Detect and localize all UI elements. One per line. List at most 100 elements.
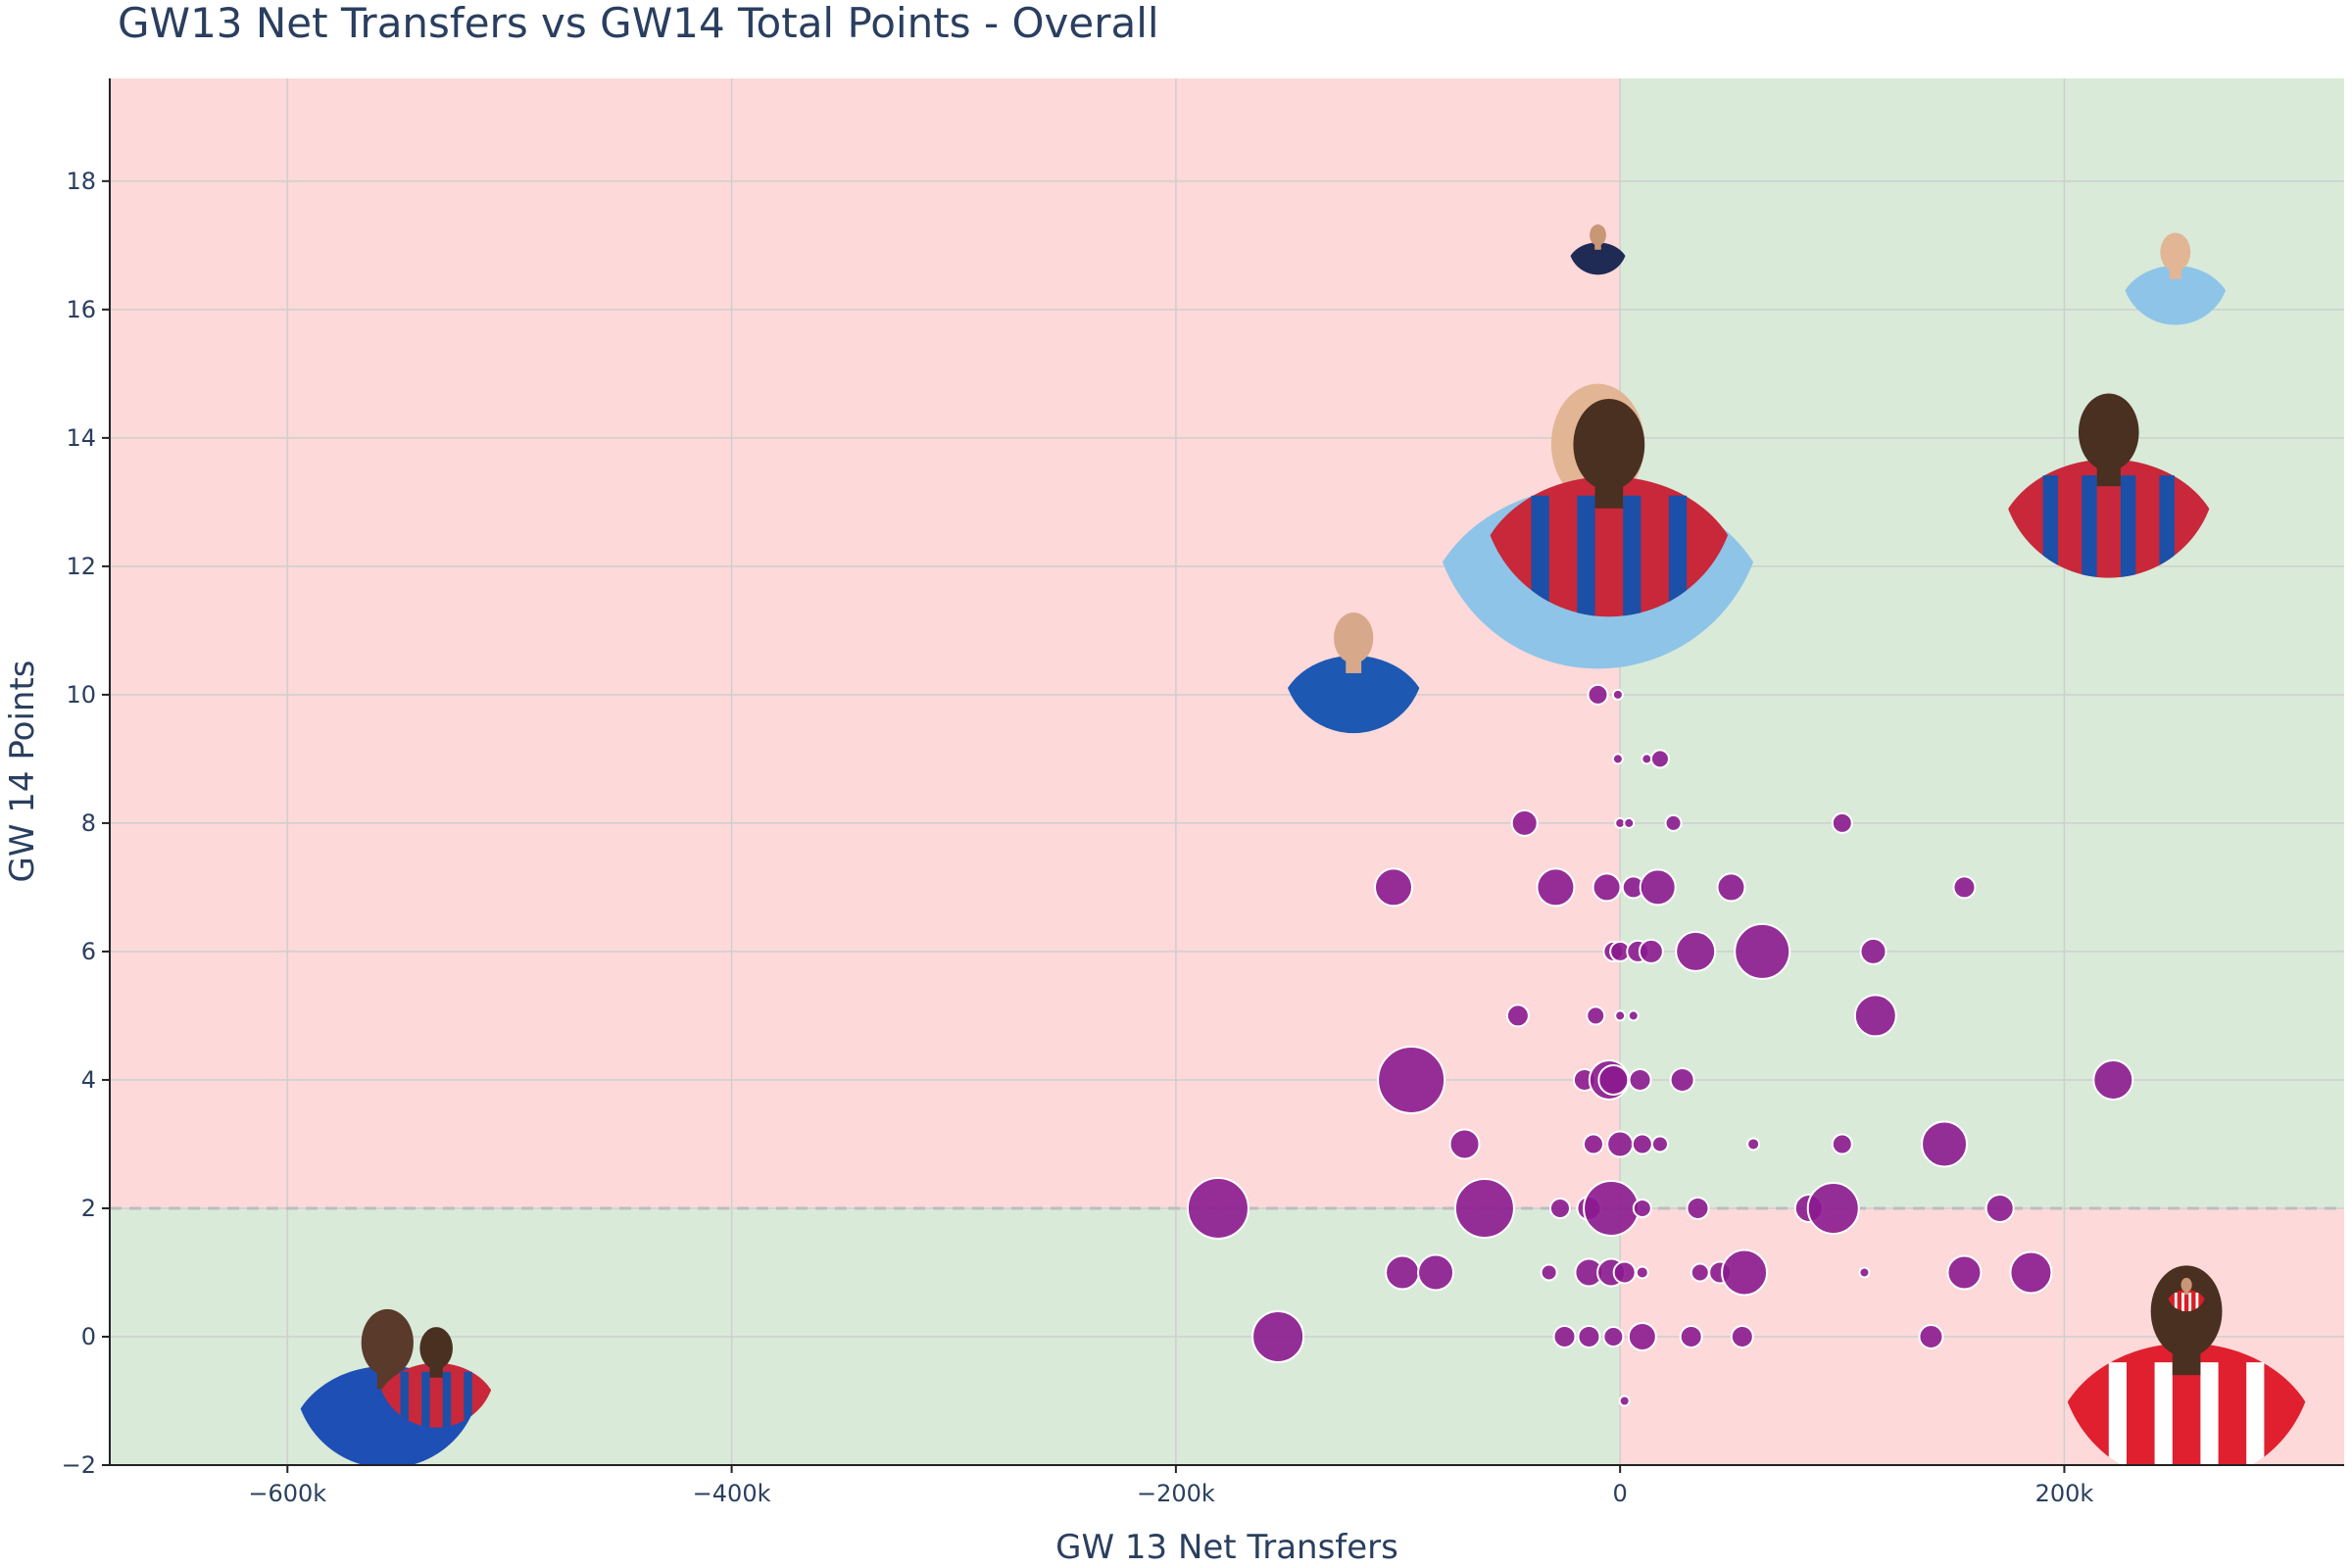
- data-point: [1373, 867, 1413, 907]
- data-point: [1831, 1133, 1853, 1155]
- data-point: [1675, 930, 1717, 972]
- data-point: [1251, 1309, 1305, 1363]
- data-point: [1592, 872, 1622, 903]
- data-point: [1734, 922, 1791, 980]
- player-head: [1334, 612, 1374, 663]
- player-head: [361, 1308, 414, 1377]
- y-tick-label: 14: [66, 424, 96, 452]
- quadrant-sold-rose: [110, 78, 1621, 1208]
- shirt-stripe: [2246, 1362, 2265, 1465]
- x-tick-label: −200k: [1137, 1480, 1215, 1507]
- data-point: [1552, 1324, 1577, 1348]
- y-tick-label: 6: [81, 938, 96, 965]
- x-tick-label: −400k: [693, 1480, 771, 1507]
- player-neck: [1346, 659, 1362, 673]
- data-point: [1858, 1266, 1871, 1279]
- shirt: [2121, 266, 2230, 325]
- data-point: [1611, 688, 1624, 701]
- x-tick-label: 0: [1613, 1480, 1628, 1507]
- data-point: [1632, 1198, 1652, 1218]
- player-marker-palace: [377, 1327, 496, 1428]
- shirt-stripe: [400, 1371, 409, 1428]
- data-point: [2009, 1250, 2053, 1295]
- x-tick-label: −600k: [248, 1480, 326, 1507]
- y-tick-label: 2: [81, 1195, 96, 1222]
- data-point: [1686, 1196, 1710, 1220]
- y-axis-title: GW 14 Points: [3, 661, 42, 883]
- shirt-stripe: [2174, 1293, 2178, 1312]
- player-head: [2150, 1265, 2223, 1357]
- shirt-stripe: [2188, 1293, 2192, 1312]
- shirt-stripe: [2159, 475, 2175, 578]
- data-point: [1730, 1324, 1754, 1348]
- data-point: [1385, 1254, 1421, 1291]
- shirt-stripe: [421, 1371, 430, 1428]
- data-point: [1618, 1395, 1631, 1407]
- shirt-stripe: [464, 1371, 472, 1428]
- data-points: [1186, 683, 2134, 1407]
- shirt: [1568, 242, 1628, 275]
- data-point: [1631, 1133, 1653, 1155]
- data-point: [1628, 1067, 1652, 1092]
- data-point: [1918, 1323, 1944, 1349]
- player-marker-arsenal: [2167, 1277, 2207, 1312]
- data-point: [1377, 1045, 1446, 1114]
- data-point: [1448, 1128, 1481, 1160]
- data-point: [1510, 808, 1539, 837]
- shirt: [1283, 655, 1425, 734]
- player-neck: [2183, 1291, 2189, 1296]
- data-point: [1611, 753, 1624, 765]
- shirt-stripe: [1668, 495, 1688, 617]
- y-tick-label: 4: [81, 1066, 96, 1094]
- player-neck: [2096, 465, 2121, 487]
- data-point: [1641, 753, 1653, 765]
- player-head: [419, 1327, 453, 1370]
- quadrant-backgrounds: [110, 78, 2344, 1465]
- data-point: [1639, 868, 1677, 906]
- data-point: [1638, 938, 1664, 964]
- x-axis-title: GW 13 Net Transfers: [1055, 1528, 1398, 1567]
- data-point: [1831, 811, 1853, 834]
- data-point: [1536, 867, 1576, 907]
- player-neck: [1594, 243, 1601, 250]
- y-tick-label: 16: [66, 296, 96, 323]
- data-point: [1417, 1253, 1455, 1292]
- data-point: [1635, 1265, 1649, 1280]
- data-point: [1984, 1193, 2015, 1223]
- shirt-stripe: [1577, 495, 1595, 617]
- data-point: [1669, 1066, 1695, 1093]
- shirt-stripe: [2195, 1293, 2199, 1312]
- shirt-stripe: [2120, 475, 2136, 578]
- quadrant-bought-rose: [1620, 78, 2344, 1208]
- player-head: [2160, 232, 2191, 272]
- player-head: [1573, 398, 1645, 491]
- data-point: [1582, 1133, 1604, 1155]
- player-neck: [1594, 482, 1624, 509]
- player-head: [2078, 393, 2139, 471]
- player-head: [2180, 1277, 2192, 1293]
- player-neck: [2169, 268, 2181, 279]
- shirt-stripe: [2042, 475, 2059, 578]
- data-point: [1679, 1324, 1703, 1348]
- player-neck: [429, 1365, 443, 1378]
- data-point: [1650, 1135, 1669, 1153]
- data-point: [1186, 1176, 1250, 1240]
- y-tick-labels: −2 0 2 4 6 8 10 12 14 16 18: [62, 168, 110, 1479]
- data-point: [1627, 1009, 1640, 1022]
- player-head: [1590, 224, 1606, 246]
- data-point: [1649, 749, 1670, 769]
- data-point: [1540, 1263, 1558, 1282]
- y-tick-label: 10: [66, 681, 96, 709]
- data-point: [1690, 1262, 1710, 1283]
- shirt-stripe: [2082, 475, 2097, 578]
- data-point: [1952, 875, 1977, 900]
- shirt-stripe: [442, 1371, 452, 1428]
- y-tick-label: 0: [81, 1323, 96, 1350]
- y-tick-label: −2: [62, 1451, 96, 1479]
- data-point: [1716, 872, 1746, 903]
- shirt-stripe: [1623, 495, 1642, 617]
- data-point: [1548, 1197, 1571, 1219]
- player-marker-mancity: [2121, 232, 2230, 325]
- data-point: [1587, 683, 1609, 706]
